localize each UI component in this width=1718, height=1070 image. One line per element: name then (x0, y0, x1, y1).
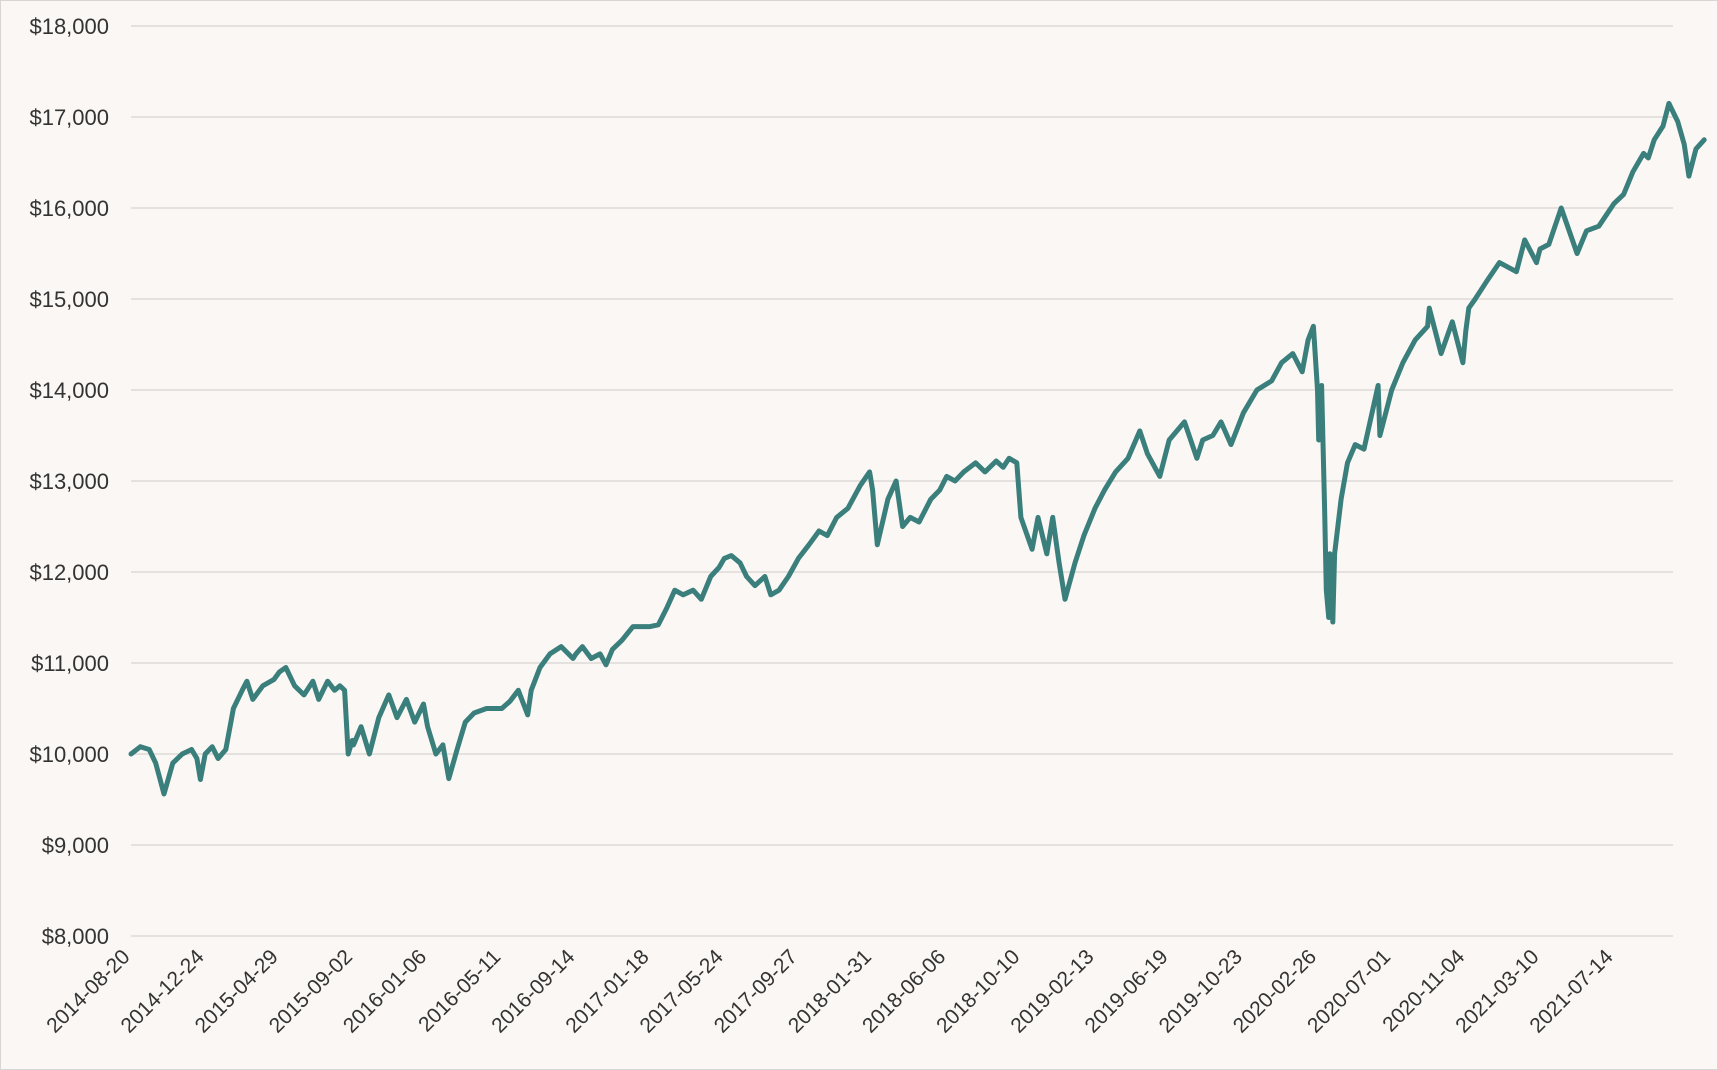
y-axis: $8,000 $9,000 $10,000 $11,000 $12,000 $13,000… (29, 14, 109, 949)
y-tick-label: $12,000 (29, 560, 109, 585)
y-tick-label: $14,000 (29, 378, 109, 403)
y-tick-label: $8,000 (42, 924, 109, 949)
y-tick-label: $11,000 (31, 651, 109, 676)
y-tick-label: $18,000 (29, 14, 109, 39)
y-tick-label: $13,000 (29, 469, 109, 494)
y-tick-label: $10,000 (29, 742, 109, 767)
gridlines (131, 25, 1673, 937)
y-tick-label: $9,000 (42, 833, 109, 858)
x-axis: 2014-08-202014-12-242015-04-292015-09-02… (42, 945, 1618, 1037)
series-line-0 (128, 100, 1707, 797)
series-layer (128, 100, 1707, 797)
y-tick-label: $17,000 (29, 105, 109, 130)
y-tick-label: $15,000 (29, 287, 109, 312)
y-tick-label: $16,000 (29, 196, 109, 221)
